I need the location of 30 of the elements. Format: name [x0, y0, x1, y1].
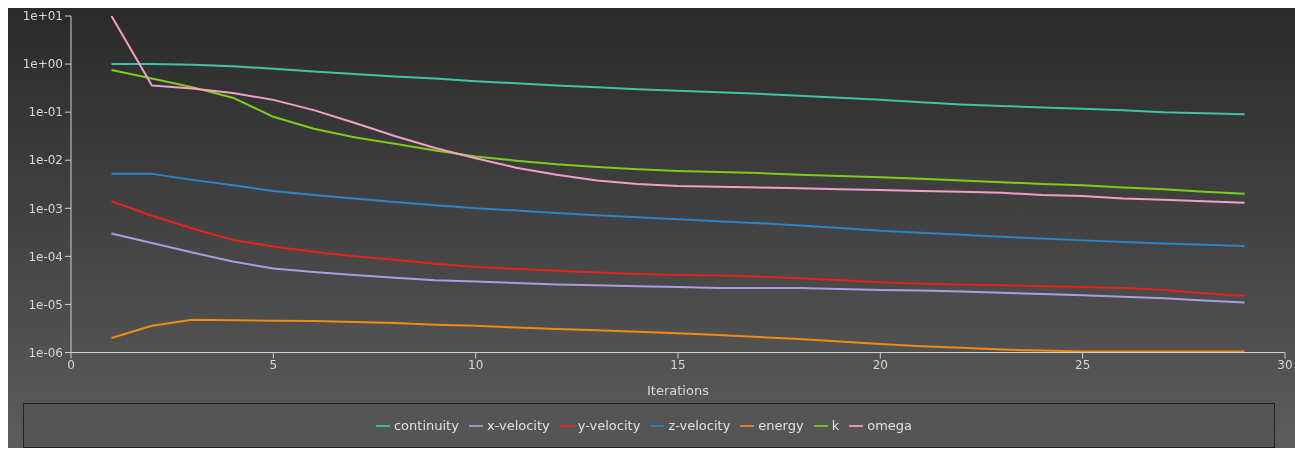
y-tick-label: 1e-05 — [28, 297, 63, 312]
line-series — [110, 69, 1246, 195]
legend-label: energy — [758, 417, 804, 433]
line-series — [110, 63, 1246, 116]
y-tick-label: 1e-02 — [28, 153, 63, 168]
x-tick-label: 15 — [670, 358, 686, 373]
y-tick-label: 1e-03 — [28, 201, 63, 216]
line-series — [110, 200, 1246, 297]
line-series — [110, 318, 1246, 353]
y-tick-label: 1e-04 — [28, 249, 63, 264]
x-tick-label: 0 — [67, 358, 75, 373]
line-series — [110, 16, 1246, 204]
x-tick-label: 25 — [1075, 358, 1091, 373]
legend-label: z-velocity — [668, 417, 731, 433]
legend-label: y-velocity — [577, 417, 641, 433]
legend-label: x-velocity — [486, 417, 550, 433]
y-tick-label: 1e+01 — [22, 9, 63, 24]
y-tick-label: 1e-06 — [28, 345, 63, 360]
y-tick-label: 1e+00 — [22, 57, 63, 72]
x-tick-label: 20 — [872, 358, 888, 373]
y-tick-label: 1e-01 — [28, 105, 63, 120]
legend-label: k — [831, 417, 840, 433]
x-axis-title: Iterations — [647, 382, 710, 398]
x-tick-label: 5 — [269, 358, 278, 373]
line-series — [110, 232, 1246, 304]
legend-label: continuity — [393, 417, 459, 433]
line-series — [110, 172, 1246, 247]
x-tick-label: 10 — [468, 358, 484, 373]
x-tick-label: 30 — [1277, 358, 1293, 373]
legend-label: omega — [867, 417, 913, 433]
